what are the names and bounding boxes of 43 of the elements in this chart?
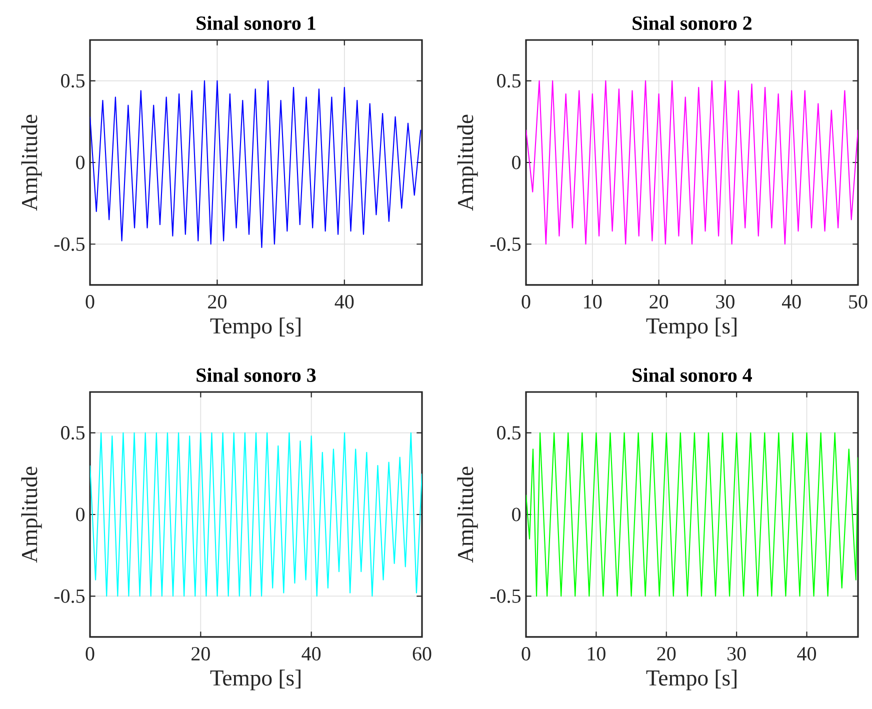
x-tick-label: 30 [716,295,734,309]
x-tick-label: 10 [584,295,602,309]
y-tick-label: 0 [512,156,521,170]
chart-title: Sinal sonoro 2 [632,16,752,30]
x-tick-label: 0 [522,647,530,661]
y-tick-label: -0.5 [490,237,521,251]
y-axis-title: Amplitude [457,466,478,563]
x-axis-title: Tempo [s] [210,318,300,338]
line-series [90,80,422,248]
y-axis-title: Amplitude [457,114,478,211]
x-tick-label: 40 [782,295,801,309]
x-tick-label: 40 [797,647,816,661]
x-axis-title: Tempo [s] [210,670,300,690]
y-tick-label: 0.5 [61,74,85,88]
x-tick-label: 0 [522,295,530,309]
y-tick-label: 0.5 [61,426,85,440]
x-tick-label: 20 [657,647,676,661]
y-tick-label: -0.5 [490,589,521,603]
y-tick-label: 0 [76,156,85,170]
y-tick-label: 0.5 [497,74,521,88]
x-tick-label: 60 [412,647,432,661]
chart-title: Sinal sonoro 3 [196,368,316,382]
x-tick-label: 40 [334,295,354,309]
chart-title: Sinal sonoro 1 [196,16,316,30]
x-tick-label: 30 [728,647,746,661]
x-tick-label: 40 [302,647,321,661]
x-tick-label: 50 [849,295,868,309]
x-tick-label: 10 [588,647,606,661]
y-axis-title: Amplitude [21,466,42,563]
chart-title: Sinal sonoro 4 [632,368,752,382]
x-axis-title: Tempo [s] [646,670,736,690]
y-tick-label: 0 [76,508,85,522]
x-tick-label: 0 [86,647,94,661]
x-tick-label: 0 [86,295,94,309]
x-axis-title: Tempo [s] [646,318,736,338]
x-tick-label: 20 [650,295,668,309]
x-tick-label: 20 [192,647,210,661]
x-tick-label: 20 [208,295,226,309]
y-tick-label: 0.5 [497,426,521,440]
y-axis-title: Amplitude [21,114,42,211]
y-tick-label: -0.5 [54,237,85,251]
y-tick-label: -0.5 [54,589,85,603]
y-tick-label: 0 [512,508,521,522]
